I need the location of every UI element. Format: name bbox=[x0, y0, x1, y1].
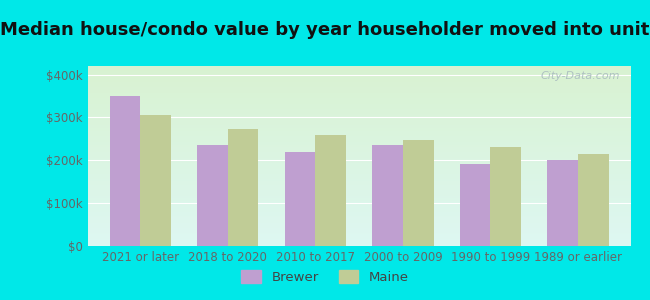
Bar bbox=[315, 135, 346, 246]
Bar bbox=[547, 160, 578, 246]
Text: Median house/condo value by year householder moved into unit: Median house/condo value by year househo… bbox=[0, 21, 650, 39]
Bar bbox=[372, 145, 403, 246]
Text: City-Data.com: City-Data.com bbox=[540, 71, 619, 81]
Bar bbox=[403, 140, 434, 246]
Bar bbox=[285, 152, 315, 246]
Bar bbox=[227, 129, 259, 246]
Bar bbox=[140, 115, 171, 246]
Bar bbox=[197, 145, 227, 246]
Legend: Brewer, Maine: Brewer, Maine bbox=[235, 263, 415, 290]
Bar bbox=[110, 96, 140, 246]
Bar bbox=[460, 164, 491, 246]
Bar bbox=[578, 154, 608, 246]
Bar bbox=[491, 147, 521, 246]
